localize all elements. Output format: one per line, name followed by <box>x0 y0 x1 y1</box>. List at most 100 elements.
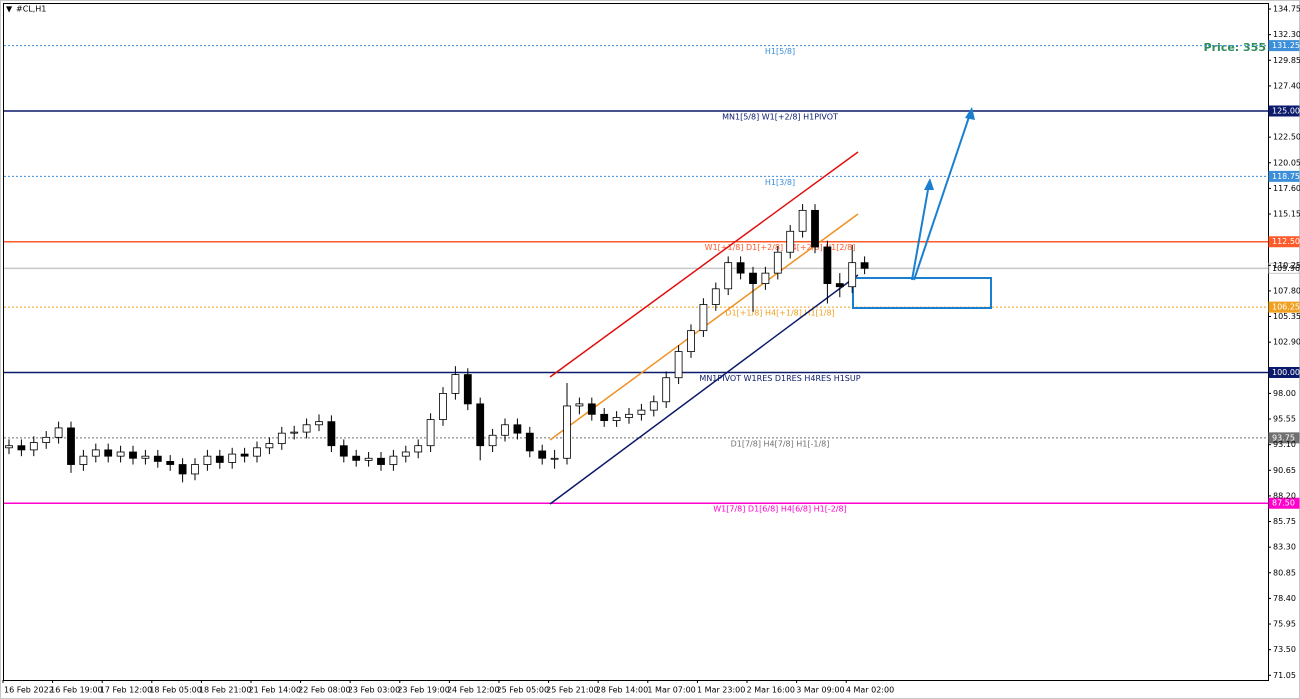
level-price-label: 93.75 <box>1272 433 1295 442</box>
level-price-box <box>1268 432 1300 444</box>
candle-body <box>600 413 609 422</box>
candle-body <box>848 262 857 288</box>
x-tick-label: 24 Feb 12:00 <box>447 686 499 695</box>
candle-body <box>377 457 385 465</box>
x-tick-label: 21 Feb 14:00 <box>249 686 301 695</box>
candle-body <box>525 432 534 452</box>
x-tick-label: 23 Feb 03:00 <box>348 686 400 695</box>
x-tick-label: 1 Mar 07:00 <box>647 686 695 695</box>
channel-top <box>549 151 859 378</box>
level-price-box <box>1268 366 1300 378</box>
level-price-box <box>1268 105 1300 117</box>
y-tick-label: 115.15 <box>1273 210 1300 219</box>
candle-body <box>302 424 311 433</box>
candle-body <box>104 449 113 457</box>
level-text: D1[+1/8] H4[+1/8] H1[1/8] <box>725 309 834 318</box>
level-price-label: 106.25 <box>1272 303 1300 312</box>
candle-body <box>587 403 596 415</box>
x-tick-label: 25 Feb 21:00 <box>546 686 598 695</box>
level-price-label: 87.50 <box>1272 499 1295 508</box>
candle-body <box>315 421 323 426</box>
level-text: W1[7/8] D1[6/8] H4[6/8] H1[-2/8] <box>713 505 846 514</box>
x-tick-label: 18 Feb 05:00 <box>149 686 201 695</box>
y-tick-label: 102.90 <box>1273 338 1300 347</box>
candle-body <box>811 209 819 248</box>
level-price-box <box>1268 301 1300 313</box>
y-tick-label: 98.00 <box>1273 389 1296 398</box>
candle-body <box>538 450 547 459</box>
candle-body <box>674 351 683 379</box>
y-tick-label: 122.50 <box>1273 133 1300 142</box>
x-tick-label: 25 Feb 05:00 <box>497 686 549 695</box>
level-price-label: 125.00 <box>1272 107 1300 116</box>
candle-body <box>401 451 410 457</box>
level-text: W1[+1/8] D1[+2/8] H4[+2/8] H1[2/8] <box>705 243 856 252</box>
candle-body <box>153 455 162 462</box>
candle-body <box>463 374 472 405</box>
candle-body <box>612 417 621 422</box>
candle-body <box>649 401 658 411</box>
candle-body <box>414 445 423 453</box>
candle-body <box>711 288 720 305</box>
y-tick-label: 105.35 <box>1273 312 1300 321</box>
level-price-box <box>1268 170 1300 182</box>
menu-arrow[interactable]: ▼ <box>6 5 13 14</box>
y-tick-label: 134.75 <box>1273 5 1300 14</box>
candle-body <box>203 455 212 465</box>
x-tick-label: 22 Feb 08:00 <box>298 686 350 695</box>
y-tick-label: 93.10 <box>1273 440 1296 449</box>
x-tick-label: 18 Feb 21:00 <box>199 686 251 695</box>
x-tick-label: 2 Mar 16:00 <box>747 686 795 695</box>
candle-body <box>823 246 832 284</box>
y-tick-label: 75.95 <box>1273 620 1296 629</box>
level-price-box <box>1268 497 1300 509</box>
candle-body <box>17 445 26 451</box>
level-price-box <box>1268 40 1300 52</box>
y-tick-label: 78.40 <box>1273 594 1296 603</box>
candle-body <box>736 262 745 274</box>
candle-body <box>550 457 559 460</box>
candle-body <box>364 457 373 461</box>
candle-body <box>277 432 286 445</box>
y-tick-label: 107.80 <box>1273 286 1300 295</box>
candle-body <box>352 455 361 461</box>
level-text: H1[3/8] <box>765 178 795 187</box>
candle-body <box>141 455 150 459</box>
level-text: MN1PIVOT W1RES D1RES H4RES H1SUP <box>699 374 860 383</box>
candle-body <box>129 451 137 459</box>
candle-body <box>501 424 509 436</box>
x-tick-label: 4 Mar 02:00 <box>846 686 894 695</box>
candle-body <box>575 403 584 407</box>
arrow <box>913 113 971 281</box>
candle-body <box>178 464 187 475</box>
candle-body <box>166 460 175 465</box>
candle-body <box>662 377 671 403</box>
y-tick-label: 95.55 <box>1273 415 1296 424</box>
candle-body <box>265 443 274 449</box>
level-price-box <box>1268 262 1300 274</box>
candle-body <box>215 455 224 463</box>
x-tick-label: 16 Feb 2022 <box>4 686 54 695</box>
annotation: Price: 355 <box>1204 41 1266 54</box>
candle-body <box>67 427 75 465</box>
arrow-head <box>924 178 934 190</box>
x-tick-label: 1 Mar 23:00 <box>697 686 745 695</box>
level-price-label: 112.50 <box>1272 237 1300 246</box>
candle-body <box>439 393 447 420</box>
level-text: H1[5/8] <box>765 47 795 56</box>
level-price-label: 100.00 <box>1272 368 1300 377</box>
x-tick-label: 17 Feb 12:00 <box>100 686 152 695</box>
candle-body <box>786 230 795 253</box>
candle-body <box>761 272 770 284</box>
candle-body <box>773 251 782 274</box>
candle-body <box>476 403 485 447</box>
candle-body <box>5 445 13 449</box>
candle-body <box>79 455 88 465</box>
level-price-box <box>1268 236 1300 248</box>
candle-body <box>749 272 757 284</box>
candle-body <box>699 304 708 332</box>
candle-body <box>687 330 695 352</box>
arrow <box>911 183 930 281</box>
candle-body <box>513 424 522 434</box>
